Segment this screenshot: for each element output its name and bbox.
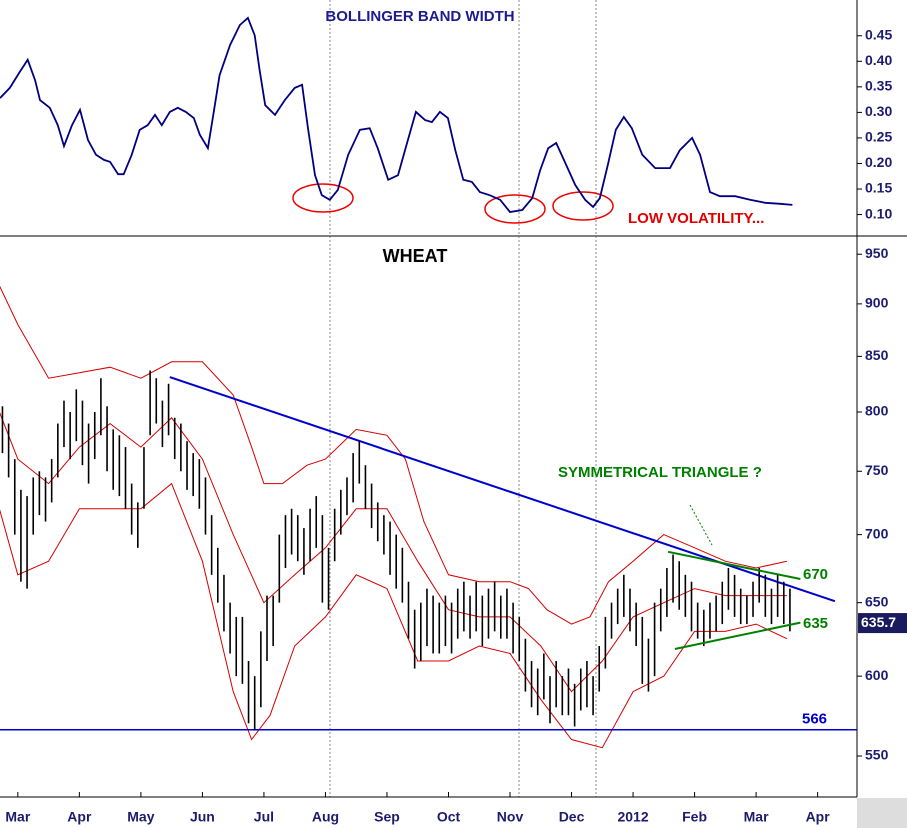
highlight [292,183,354,213]
x-tick-label: Oct [437,809,461,825]
x-tick-label: Mar [5,809,30,825]
bollinger-band [0,285,788,625]
y-tick-label: 0.35 [865,78,892,94]
bollinger-band [0,412,787,693]
x-tick-label: May [127,809,154,825]
bbw-line [0,16,793,213]
y-tick-label: 750 [865,462,889,478]
y-tick-label: 700 [865,525,889,541]
support-label: 566 [802,711,827,728]
x-tick-label: Jun [190,809,215,825]
annotation: SYMMETRICAL TRIANGLE ? [558,464,762,481]
y-tick-label: 0.25 [865,129,892,145]
x-tick-label: Sep [374,809,400,825]
chart-title: BOLLINGER BAND WIDTH [325,8,514,25]
y-tick-label: 0.45 [865,26,892,42]
triangle-line [667,550,801,580]
x-tick-label: Apr [806,809,831,825]
y-tick-label: 900 [865,295,889,311]
x-tick-label: Feb [682,809,707,825]
y-tick-label: 650 [865,593,889,609]
chart-title: WHEAT [383,246,448,266]
highlight [484,194,546,224]
triangle-line [674,621,801,650]
x-tick-label: Jul [254,809,274,825]
x-tick-label: Aug [312,809,339,825]
y-tick-label: 0.15 [865,180,892,196]
y-tick-label: 0.10 [865,205,892,221]
y-tick-label: 550 [865,747,889,763]
y-tick-label: 600 [865,667,889,683]
y-tick-label: 850 [865,347,889,363]
last-price-box [858,613,907,634]
x-tick-label: Dec [559,809,585,825]
y-tick-label: 0.40 [865,52,892,68]
last-price-label: 635.7 [861,614,896,630]
annotation: LOW VOLATILITY... [628,210,764,227]
y-tick-label: 0.30 [865,103,892,119]
x-tick-label: Apr [67,809,92,825]
y-tick-label: 950 [865,245,889,261]
level-label: 670 [803,566,828,583]
x-tick-label: Nov [497,809,524,825]
level-label: 635 [803,615,828,632]
y-tick-label: 800 [865,403,889,419]
x-tick-label: 2012 [617,809,648,825]
x-tick-label: Mar [744,809,769,825]
corner [857,798,907,828]
y-tick-label: 0.20 [865,154,892,170]
highlight [552,191,614,221]
